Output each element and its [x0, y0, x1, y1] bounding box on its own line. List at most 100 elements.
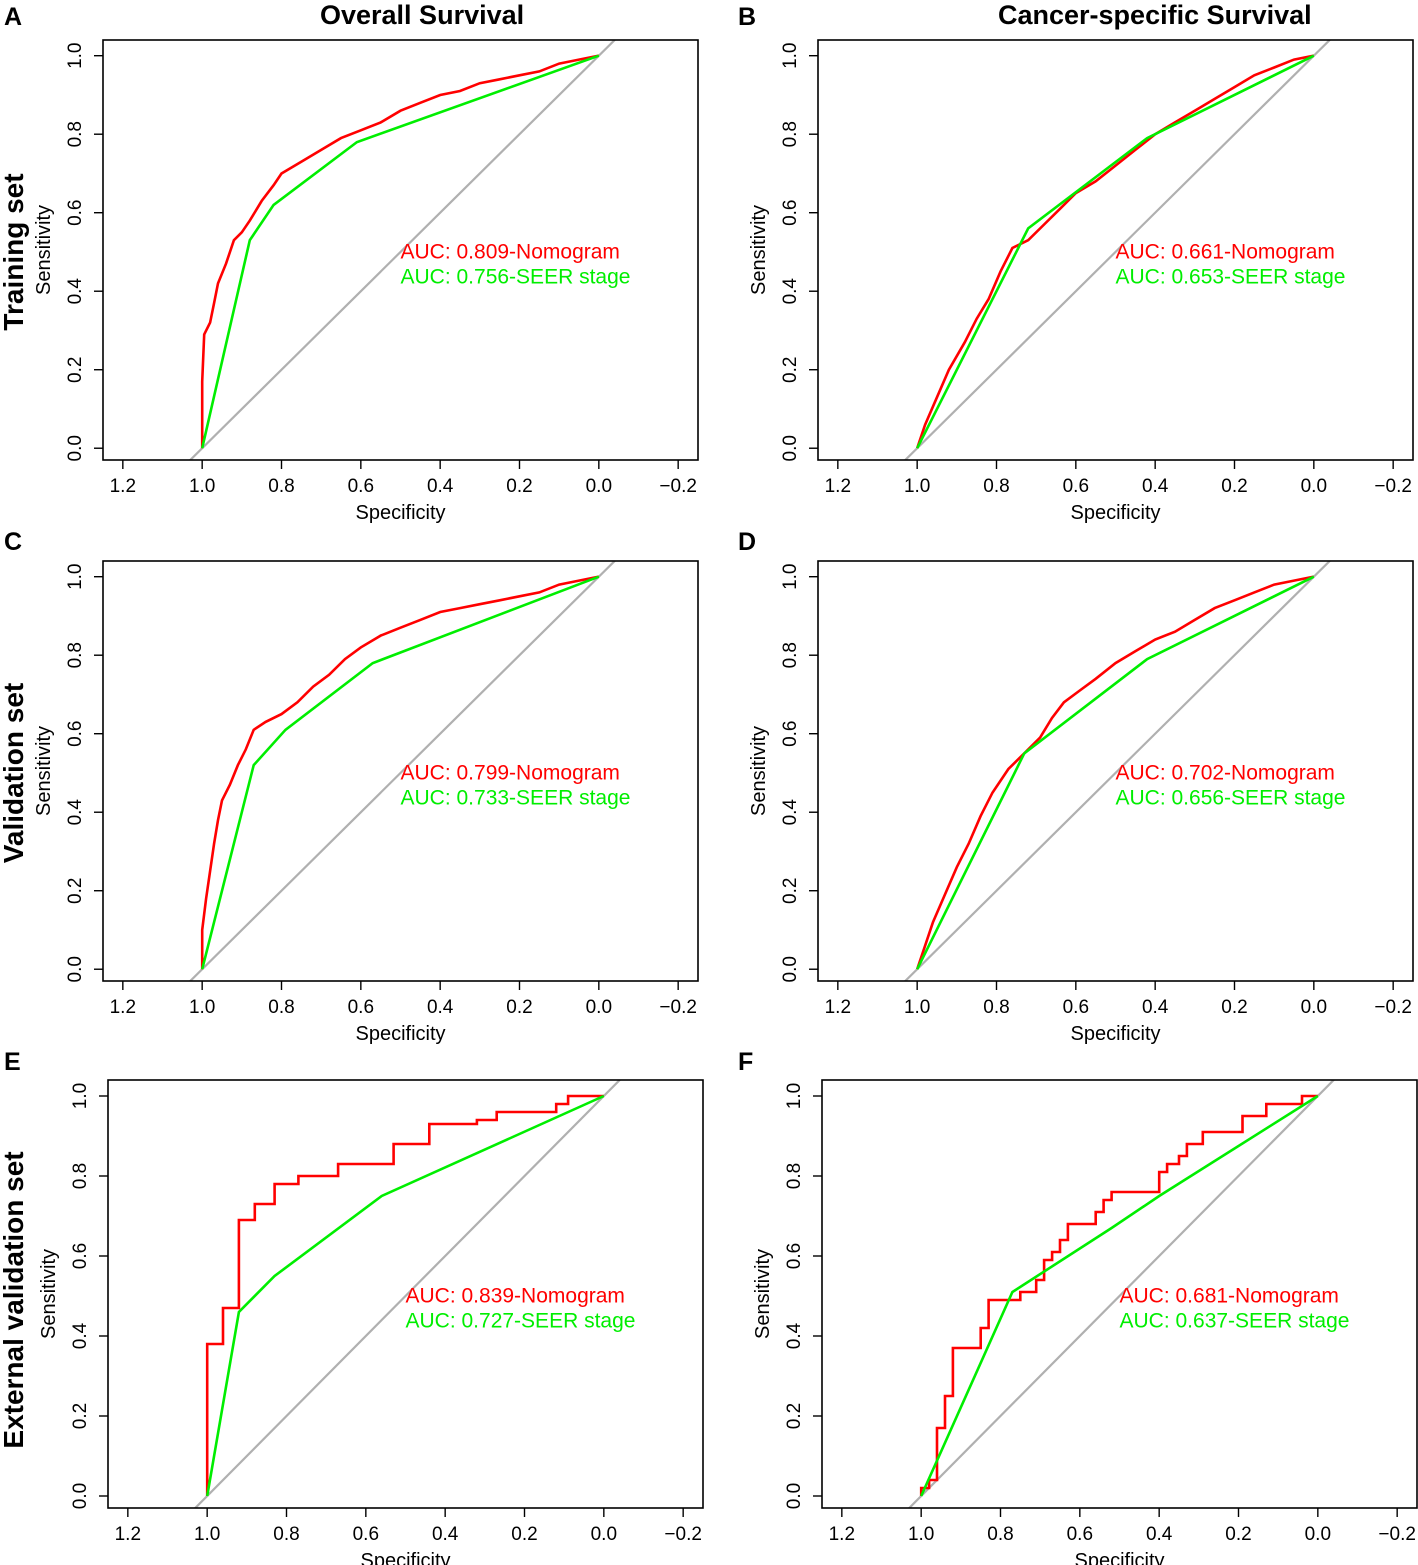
panel-b-reference-line [903, 40, 1332, 460]
panel-f-x-tick-label: 0.4 [1146, 1524, 1173, 1545]
panel-c-y-axis-title: Sensitivity [33, 726, 55, 816]
panel-a-plot: 1.2 1.0 0.8 0.6 0.4 0.2 0.0 −0.2 0.0 0.2 0.4 0.6 0.8… [33, 39, 699, 524]
panel-a-y-tick-label: 0.4 [65, 278, 86, 305]
panel-c-y-tick-label: 0.0 [65, 956, 86, 982]
panel-e-x-tick-label: 0.4 [432, 1524, 459, 1545]
panel-c-x-tick-label: 0.6 [348, 997, 374, 1018]
panel-letter-C: C [4, 528, 23, 556]
panel-b-y-tick-label: 0.4 [780, 278, 801, 305]
panel-a-x-tick-label: 0.4 [427, 476, 454, 497]
panel-f-y-tick-label: 1.0 [784, 1083, 805, 1109]
panel-b-y-tick-label: 0.8 [780, 121, 801, 147]
panel-a-legend-seer-stage: AUC: 0.756-SEER stage [401, 265, 631, 288]
panel-b-plot: 1.2 1.0 0.8 0.6 0.4 0.2 0.0 −0.2 0.0 0.2 0.4 0.6 0.8… [748, 39, 1414, 524]
panel-e-x-tick-label: 1.2 [115, 1524, 141, 1545]
panel-f-frame [821, 1079, 1418, 1509]
panel-e-y-tick-label: 1.0 [70, 1083, 91, 1109]
panel-a-x-tick-label: 0.8 [268, 476, 294, 497]
panel-c-x-tick-label: 0.4 [427, 997, 454, 1018]
panel-c-x-tick-label: −0.2 [659, 997, 697, 1018]
panel-f-reference-line [907, 1080, 1336, 1508]
panel-d-frame [817, 560, 1414, 982]
panel-e-x-tick-label: 0.6 [353, 1524, 379, 1545]
panel-a-x-tick-label: −0.2 [659, 476, 697, 497]
panel-f-legend-seer-stage: AUC: 0.637-SEER stage [1120, 1310, 1350, 1333]
panel-b-x-tick-label: 0.4 [1142, 476, 1169, 497]
panel-d-nomogram-curve [915, 575, 1315, 970]
panel-b-y-tick-label: 0.2 [780, 357, 801, 383]
panel-b-x-tick-label: 1.0 [904, 476, 930, 497]
panel-a-legend-nomogram: AUC: 0.809-Nomogram [401, 240, 620, 263]
panel-c-y-tick-label: 0.8 [65, 642, 86, 668]
panel-e-legend-nomogram: AUC: 0.839-Nomogram [406, 1285, 625, 1308]
panel-e-y-tick-label: 0.8 [70, 1163, 91, 1189]
panel-f-y-tick-label: 0.8 [784, 1163, 805, 1189]
panel-e-frame [107, 1079, 704, 1509]
panel-b-x-tick-label: 0.8 [983, 476, 1009, 497]
panel-b-y-tick-label: 0.0 [780, 435, 801, 461]
panel-d-legend-seer-stage: AUC: 0.656-SEER stage [1116, 786, 1346, 809]
panel-d-x-tick-label: 0.0 [1301, 997, 1327, 1018]
panel-d-x-axis-title: Specificity [1070, 1023, 1160, 1045]
panel-b-x-tick-label: 0.2 [1221, 476, 1247, 497]
panel-d-x-tick-label: 1.0 [904, 997, 930, 1018]
panel-c-x-tick-label: 0.2 [506, 997, 532, 1018]
panel-f-y-tick-label: 0.2 [784, 1403, 805, 1429]
panel-c-y-tick-label: 0.6 [65, 720, 86, 746]
panel-f-x-tick-label: 0.8 [987, 1524, 1013, 1545]
panel-d-reference-line [903, 561, 1332, 981]
panel-a-x-tick-label: 0.6 [348, 476, 374, 497]
panel-d-seer-stage-curve [916, 575, 1315, 970]
panel-letter-D: D [738, 528, 757, 556]
panel-c-legend-seer-stage: AUC: 0.733-SEER stage [401, 786, 631, 809]
panel-c-y-tick-label: 1.0 [65, 563, 86, 589]
panel-c-x-axis-title: Specificity [355, 1023, 445, 1045]
panel-b-frame [817, 39, 1414, 461]
panel-a-frame [102, 39, 699, 461]
panel-d-y-axis-title: Sensitivity [748, 726, 770, 816]
panel-f-y-tick-label: 0.4 [784, 1322, 805, 1349]
panel-e-seer-stage-curve [205, 1094, 605, 1497]
panel-f-nomogram-curve [919, 1094, 1318, 1496]
panel-e-y-tick-label: 0.4 [70, 1322, 91, 1349]
panel-f-y-tick-label: 0.0 [784, 1483, 805, 1509]
panel-a-x-tick-label: 1.0 [189, 476, 215, 497]
panel-a-x-tick-label: 0.2 [506, 476, 532, 497]
panel-c-reference-line [188, 561, 617, 981]
panel-c-x-tick-label: 0.8 [268, 997, 294, 1018]
panel-d-y-tick-label: 0.2 [780, 878, 801, 904]
panel-b-legend-nomogram: AUC: 0.661-Nomogram [1116, 240, 1335, 263]
panel-f-seer-stage-curve [920, 1094, 1319, 1497]
panel-e-x-tick-label: 1.0 [194, 1524, 220, 1545]
panel-d-x-tick-label: −0.2 [1374, 997, 1412, 1018]
panel-letter-A: A [4, 3, 23, 31]
panel-b-x-axis-title: Specificity [1070, 502, 1160, 524]
panel-a-y-axis-title: Sensitivity [33, 205, 55, 295]
panel-b-legend-seer-stage: AUC: 0.653-SEER stage [1116, 265, 1346, 288]
panel-c-frame [102, 560, 699, 982]
panel-d-x-tick-label: 0.4 [1142, 997, 1169, 1018]
panel-e-plot: 1.2 1.0 0.8 0.6 0.4 0.2 0.0 −0.2 0.0 0.2 0.4 0.6 0.8… [38, 1079, 704, 1565]
panel-c-plot: 1.2 1.0 0.8 0.6 0.4 0.2 0.0 −0.2 0.0 0.2 0.4 0.6 0.8… [33, 560, 699, 1045]
panel-d-x-tick-label: 1.2 [825, 997, 851, 1018]
panel-f-plot: 1.2 1.0 0.8 0.6 0.4 0.2 0.0 −0.2 0.0 0.2 0.4 0.6 0.8… [752, 1079, 1418, 1565]
panel-d-y-tick-label: 0.4 [780, 799, 801, 826]
panel-a-x-axis-title: Specificity [355, 502, 445, 524]
panel-b-y-tick-label: 1.0 [780, 42, 801, 68]
panel-a-seer-stage-curve [200, 54, 600, 449]
panel-f-x-tick-label: −0.2 [1378, 1524, 1416, 1545]
panel-d-x-tick-label: 0.6 [1063, 997, 1089, 1018]
panel-b-y-axis-title: Sensitivity [748, 205, 770, 295]
panel-f-legend-nomogram: AUC: 0.681-Nomogram [1120, 1285, 1339, 1308]
panel-d-legend-nomogram: AUC: 0.702-Nomogram [1116, 761, 1335, 784]
panel-e-x-tick-label: 0.2 [511, 1524, 537, 1545]
panel-a-y-tick-label: 0.6 [65, 199, 86, 225]
panel-letter-F: F [738, 1048, 754, 1076]
panel-letter-E: E [4, 1048, 21, 1076]
panel-c-seer-stage-curve [200, 575, 600, 970]
panel-b-x-tick-label: 0.0 [1301, 476, 1327, 497]
panel-a-x-tick-label: 1.2 [110, 476, 136, 497]
panel-b-seer-stage-curve [916, 54, 1315, 449]
panel-f-x-tick-label: 0.6 [1067, 1524, 1093, 1545]
